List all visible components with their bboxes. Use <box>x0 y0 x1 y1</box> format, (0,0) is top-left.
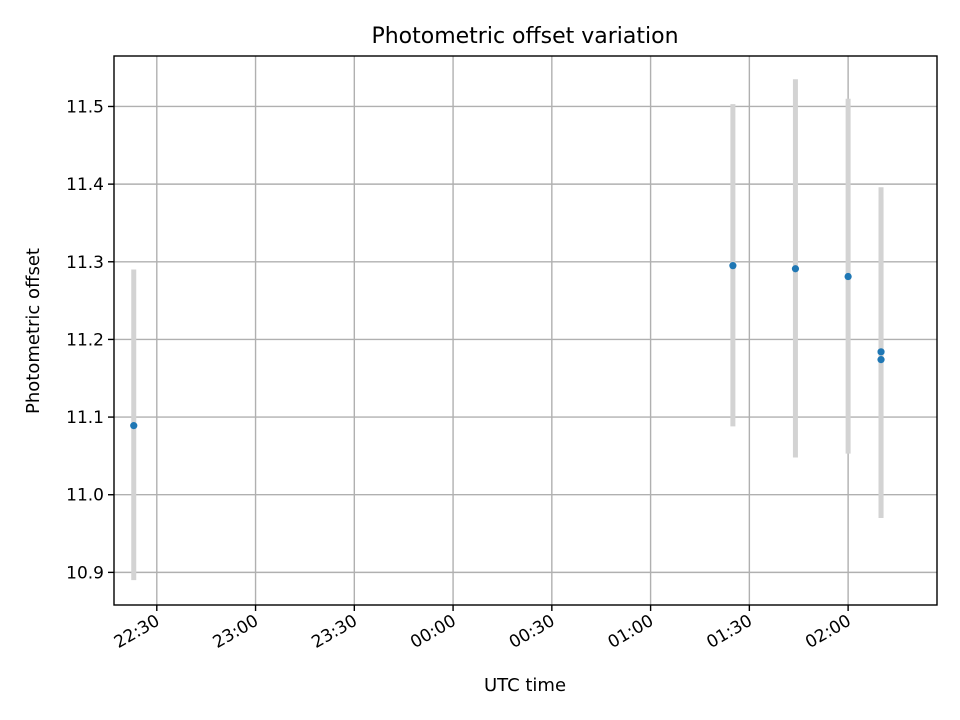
data-point <box>877 356 885 364</box>
data-point <box>844 272 852 281</box>
plot-frame <box>113 55 938 606</box>
y-tick-label: 11.0 <box>66 486 104 506</box>
data-points <box>130 262 885 430</box>
y-tick-label: 11.2 <box>66 330 104 350</box>
y-tick-label: 11.3 <box>66 253 104 273</box>
data-point <box>729 262 737 270</box>
y-tick-label: 11.4 <box>66 175 104 195</box>
y-tick-label: 11.1 <box>66 408 104 428</box>
grid-lines <box>114 56 937 605</box>
y-axis-label: Photometric offset <box>23 248 44 414</box>
data-point <box>791 265 800 273</box>
data-point <box>877 348 885 356</box>
y-tick-label: 10.9 <box>66 563 104 583</box>
y-tick-label: 11.5 <box>66 97 104 117</box>
chart-title: Photometric offset variation <box>371 24 678 49</box>
x-axis-label: UTC time <box>484 675 566 696</box>
data-point <box>130 422 138 430</box>
